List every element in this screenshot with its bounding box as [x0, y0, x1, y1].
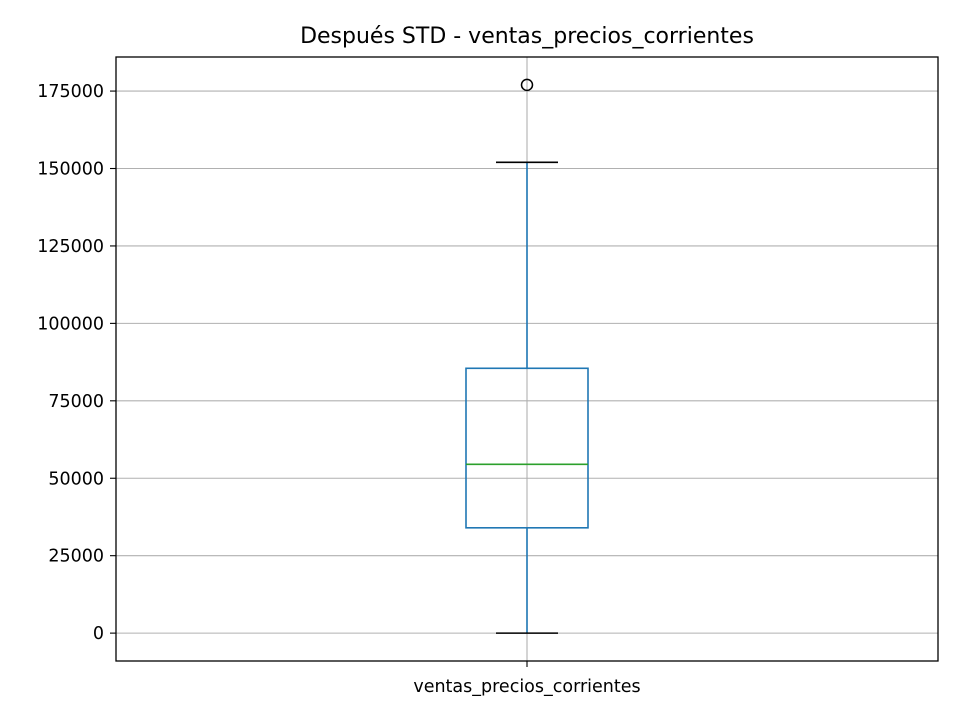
y-tick-label: 100000 — [37, 314, 104, 334]
outlier-point — [520, 78, 534, 92]
y-tick-label: 0 — [93, 624, 104, 644]
chart-title: Después STD - ventas_precios_corrientes — [300, 24, 754, 49]
y-tick-label: 50000 — [48, 469, 104, 489]
box-group — [465, 78, 589, 634]
y-tick-label: 150000 — [37, 160, 104, 180]
y-tick-label: 75000 — [48, 392, 104, 412]
y-tick-label: 125000 — [37, 237, 104, 257]
x-tick-label: ventas_precios_corrientes — [413, 677, 640, 697]
y-axis-ticks: 0 25000 50000 75000 100000 125000 150000 175000 — [37, 82, 116, 644]
plot-frame — [115, 56, 939, 662]
y-tick-label: 175000 — [37, 82, 104, 102]
x-axis-ticks: ventas_precios_corrientes — [413, 661, 641, 697]
y-tick-label: 25000 — [48, 547, 104, 567]
iqr-box — [465, 367, 589, 529]
